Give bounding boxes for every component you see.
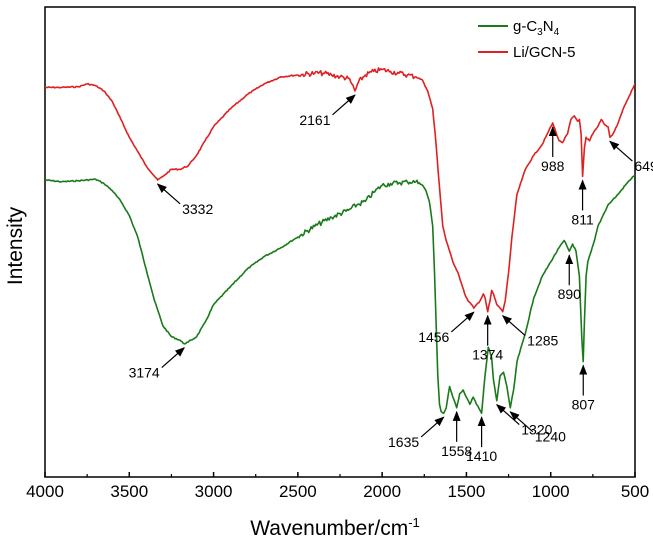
- peak-label: 1456: [418, 329, 449, 345]
- peak-label: 890: [558, 286, 582, 302]
- peak-label: 1285: [527, 333, 558, 349]
- x-tick-label: 1500: [448, 482, 486, 501]
- x-tick-label: 2500: [279, 482, 317, 501]
- peak-label: 1320: [521, 422, 552, 438]
- peak-arrow: [420, 416, 445, 438]
- x-tick-label: 4000: [26, 482, 64, 501]
- peak-label: 1558: [441, 443, 472, 459]
- peak-arrow: [609, 140, 633, 162]
- peak-label: 1374: [472, 347, 503, 363]
- peak-arrow: [332, 94, 356, 116]
- peak-label: 1635: [388, 434, 419, 450]
- x-tick-label: 500: [621, 482, 649, 501]
- x-tick-label: 1000: [532, 482, 570, 501]
- x-axis-title: Wavenumber/cm-1: [250, 515, 420, 540]
- legend-entry: Li/GCN-5: [513, 44, 576, 61]
- peak-arrow: [509, 411, 534, 433]
- peak-label: 2161: [299, 112, 330, 128]
- peak-label: 988: [541, 158, 565, 174]
- peak-label: 1240: [535, 429, 566, 445]
- legend: g-C3N4 Li/GCN-5: [478, 18, 576, 61]
- series-line-ligcn5: [45, 67, 635, 313]
- peak-arrow: [496, 404, 520, 425]
- x-axis-title-text: Wavenumber/cm: [250, 517, 408, 540]
- x-tick-label: 2000: [363, 482, 401, 501]
- peak-label: 3174: [129, 365, 160, 381]
- peak-label: 1410: [466, 448, 497, 464]
- peak-arrow: [501, 315, 526, 336]
- peak-label: 811: [571, 211, 594, 227]
- peak-arrow: [161, 347, 185, 369]
- y-axis-title: Intensity: [4, 206, 27, 285]
- peak-label: 3332: [182, 201, 213, 217]
- legend-entry: g-C3N4: [513, 18, 560, 38]
- series-line-gc3n4: [45, 174, 635, 414]
- peak-arrow: [156, 183, 181, 205]
- x-tick-label: 3500: [110, 482, 148, 501]
- peak-label: 807: [572, 397, 596, 413]
- peak-label: 649: [634, 158, 653, 174]
- peak-arrow: [450, 311, 475, 333]
- x-tick-label: 3000: [195, 482, 233, 501]
- x-axis-title-superscript: -1: [408, 515, 420, 530]
